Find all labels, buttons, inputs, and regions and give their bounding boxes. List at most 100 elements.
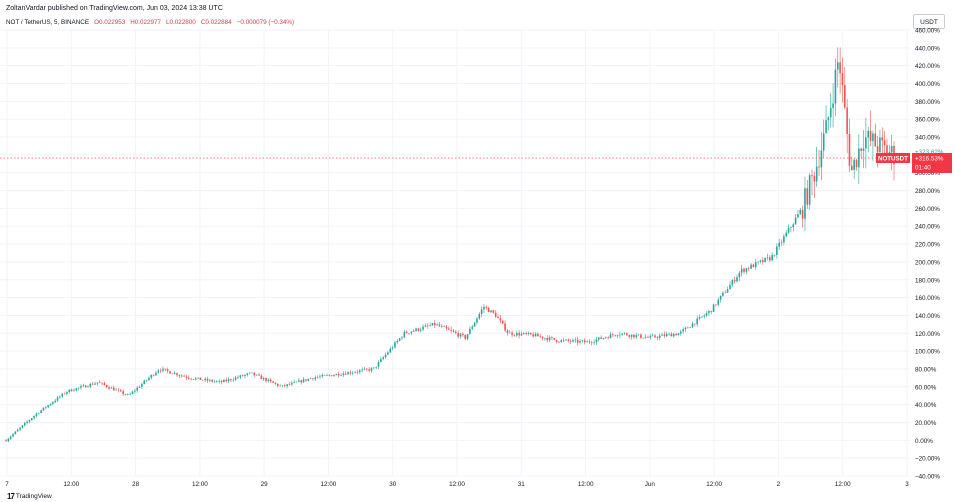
candle-body xyxy=(476,318,478,323)
candle xyxy=(328,374,331,377)
candle-body xyxy=(330,375,333,377)
candle xyxy=(192,379,195,381)
candle xyxy=(302,377,305,383)
candle xyxy=(792,222,795,232)
candle-body xyxy=(159,370,162,372)
candle-body xyxy=(342,373,345,376)
candle xyxy=(180,374,183,378)
x-tick-label: 12:00 xyxy=(835,481,851,488)
y-tick-label: 460.00% xyxy=(915,28,940,35)
candle xyxy=(829,92,832,128)
candle-body xyxy=(668,333,670,335)
candle-body xyxy=(403,331,406,338)
candle xyxy=(848,119,851,173)
candle-body xyxy=(597,337,600,340)
candle-body xyxy=(387,352,389,355)
candle-body xyxy=(806,188,809,205)
candle xyxy=(361,367,363,373)
candle xyxy=(527,331,530,336)
candle-body xyxy=(569,340,572,342)
candle xyxy=(544,337,546,341)
candle-body xyxy=(876,146,879,153)
candle xyxy=(855,158,858,171)
candle xyxy=(738,271,741,282)
candle-body xyxy=(84,385,87,388)
candle xyxy=(464,334,467,341)
candle-body xyxy=(105,385,108,388)
candle-body xyxy=(537,333,539,337)
candle-body xyxy=(792,224,795,228)
candle xyxy=(49,403,52,406)
tradingview-logo-text: TradingView xyxy=(15,493,52,500)
candle-body xyxy=(794,217,797,225)
candle xyxy=(141,382,143,389)
candle xyxy=(583,338,586,345)
candle-body xyxy=(614,335,616,336)
candle-body xyxy=(202,380,204,381)
candle xyxy=(396,339,399,345)
currency-selector[interactable]: USDT xyxy=(913,14,945,29)
candle-body xyxy=(478,313,481,319)
candle-body xyxy=(361,369,363,371)
candle xyxy=(293,379,295,384)
candle-body xyxy=(129,393,131,395)
candle-body xyxy=(209,379,211,381)
candle-body xyxy=(405,331,408,334)
candle-body xyxy=(658,335,661,338)
candle-body xyxy=(448,328,450,330)
candle-body xyxy=(382,357,385,360)
candle-body xyxy=(776,246,778,255)
symbol-label[interactable]: NOT / TetherUS, 5, BINANCE xyxy=(6,19,90,26)
candle-body xyxy=(227,379,230,382)
candle xyxy=(466,334,469,341)
candle-body xyxy=(426,325,429,327)
publisher-line: ZoltanVardar published on TradingView.co… xyxy=(6,5,223,12)
candle xyxy=(115,387,117,391)
candle-body xyxy=(771,255,773,261)
candle xyxy=(769,255,771,263)
candle xyxy=(295,381,298,383)
candle xyxy=(110,386,113,389)
candle-body xyxy=(640,334,642,338)
y-axis[interactable]: 460.00% 440.00% 420.00% 400.00% 380.00% 360.0… xyxy=(915,28,940,481)
candle-body xyxy=(91,383,94,385)
tradingview-logo[interactable]: 17 TradingView xyxy=(7,492,52,501)
x-axis[interactable]: 7 12:00 28 12:00 29 12:00 30 12:00 31 12:00 Jun 12:… xyxy=(5,481,909,488)
candle-body xyxy=(410,331,413,334)
candle-body xyxy=(260,375,263,380)
candle-body xyxy=(412,330,415,332)
candle xyxy=(424,323,427,328)
candle-body xyxy=(340,375,342,376)
candle xyxy=(490,309,492,313)
candle xyxy=(286,384,288,389)
candlestick-series xyxy=(5,47,895,442)
candle xyxy=(567,338,570,343)
candle xyxy=(858,134,860,185)
candle-body xyxy=(452,330,455,332)
candle xyxy=(612,332,614,338)
candle-body xyxy=(26,421,28,424)
candle xyxy=(21,425,24,429)
candle-body xyxy=(255,374,258,376)
candle xyxy=(340,373,342,377)
candle-body xyxy=(77,387,80,389)
candle xyxy=(82,383,85,387)
candle-body xyxy=(16,429,19,432)
x-tick-label: Jun xyxy=(645,481,656,488)
candle xyxy=(684,326,687,333)
candle-body xyxy=(705,313,708,316)
candle-body xyxy=(464,334,467,339)
candle xyxy=(839,47,841,94)
current-price-badge xyxy=(912,152,952,173)
open-value: O0.022953 xyxy=(94,19,126,26)
candle-body xyxy=(872,133,874,141)
candle-body xyxy=(562,339,565,341)
candle-body xyxy=(30,418,33,421)
candle xyxy=(525,331,527,336)
candle-body xyxy=(626,333,628,336)
candle xyxy=(790,226,792,232)
candle-body xyxy=(375,366,377,368)
candle-body xyxy=(351,372,354,374)
candle xyxy=(387,351,389,356)
